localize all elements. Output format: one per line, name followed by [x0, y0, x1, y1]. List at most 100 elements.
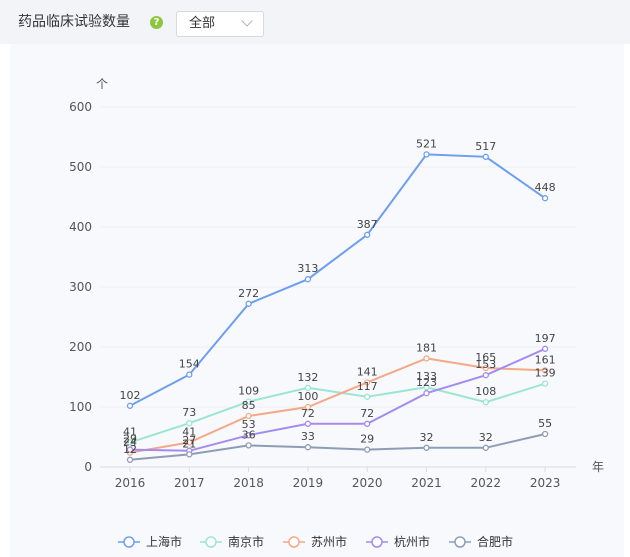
data-label: 139 [535, 367, 556, 380]
filter-select-value: 全部 [189, 16, 216, 31]
series-line [129, 153, 546, 407]
data-label: 132 [297, 371, 318, 384]
legend-marker [288, 536, 300, 548]
y-tick-label: 100 [69, 400, 92, 414]
data-point [482, 153, 489, 160]
data-point [482, 364, 489, 372]
data-label: 181 [416, 341, 437, 354]
data-point [126, 456, 134, 463]
data-point [304, 403, 312, 411]
data-point [541, 367, 549, 374]
data-point [364, 393, 371, 400]
legend-label: 杭州市 [394, 534, 430, 549]
data-point [541, 380, 549, 387]
header-bar: 药品临床试验数量 ? 全部 [0, 0, 630, 44]
data-point [423, 444, 430, 451]
legend-marker [371, 536, 383, 548]
data-label: 29 [123, 433, 137, 446]
data-point [364, 379, 371, 386]
chart-panel: 0 100 200 300 400 500 600 2016 2017 2018 2019 2020 2… [10, 44, 624, 557]
data-label: 109 [238, 385, 259, 398]
data-label: 72 [360, 407, 374, 420]
x-unit-label: 年 [592, 460, 604, 474]
data-point [541, 345, 549, 352]
data-label: 72 [301, 407, 315, 420]
data-point [186, 451, 193, 458]
data-label: 85 [242, 399, 256, 412]
series-line [129, 347, 546, 452]
x-tick-label: 2018 [233, 476, 264, 490]
data-point [541, 195, 549, 202]
x-tick-label: 2022 [471, 476, 502, 490]
data-point [364, 231, 371, 238]
legend-marker [205, 536, 217, 548]
y-tick-label: 300 [69, 280, 92, 294]
x-tick-label: 2016 [115, 476, 146, 490]
data-point [541, 430, 549, 438]
data-point [126, 439, 134, 446]
data-point [245, 442, 252, 449]
legend-label: 上海市 [146, 534, 182, 549]
data-point [245, 432, 252, 439]
data-label: 387 [357, 218, 378, 231]
data-label: 29 [360, 433, 374, 446]
y-unit-label: 个 [96, 77, 108, 91]
data-point [364, 420, 371, 427]
data-label: 521 [416, 137, 437, 150]
data-point [482, 372, 489, 379]
page-title: 药品临床试验数量 [18, 14, 130, 30]
data-point [423, 355, 430, 362]
legend-label: 合肥市 [477, 534, 513, 549]
data-point [482, 444, 489, 451]
data-label: 32 [479, 431, 493, 444]
data-point [304, 276, 312, 283]
data-label: 100 [297, 390, 318, 403]
y-tick-label: 400 [69, 220, 92, 234]
data-label: 53 [242, 418, 256, 431]
data-point [423, 384, 430, 391]
data-label: 197 [535, 332, 556, 345]
legend-label: 苏州市 [311, 534, 347, 549]
data-point [186, 371, 193, 378]
data-label: 32 [420, 431, 434, 444]
legend-marker [454, 536, 466, 548]
series-line [129, 433, 546, 461]
data-point [126, 446, 134, 453]
data-point [364, 446, 371, 453]
data-label: 27 [182, 434, 196, 447]
data-label: 55 [538, 417, 552, 430]
data-label: 36 [242, 428, 256, 441]
legend-marker [123, 536, 135, 548]
data-point [186, 439, 193, 446]
data-label: 41 [123, 425, 137, 438]
filter-select[interactable]: 全部 [176, 11, 264, 37]
data-point [304, 420, 312, 427]
line-chart: 0 100 200 300 400 500 600 2016 2017 2018 2019 2020 2… [69, 77, 604, 549]
data-label: 102 [120, 389, 141, 402]
data-point [423, 151, 430, 158]
data-label: 141 [357, 365, 378, 378]
data-label: 21 [182, 437, 196, 450]
y-tick-label: 500 [69, 160, 92, 174]
x-tick-label: 2023 [530, 476, 561, 490]
data-label: 12 [123, 443, 137, 456]
data-label: 133 [416, 370, 437, 383]
data-point [245, 398, 252, 405]
data-label: 153 [475, 358, 496, 371]
y-tick-label: 0 [84, 460, 92, 474]
y-tick-label: 600 [69, 100, 92, 114]
x-tick-label: 2020 [352, 476, 383, 490]
data-point [304, 384, 312, 391]
data-label: 272 [238, 287, 259, 300]
data-label: 313 [297, 262, 318, 275]
help-icon[interactable]: ? [150, 16, 163, 29]
data-label: 117 [357, 380, 378, 393]
data-point [423, 390, 430, 397]
data-label: 123 [416, 376, 437, 389]
legend-label: 南京市 [228, 534, 264, 549]
x-tick-label: 2017 [174, 476, 205, 490]
series-line [129, 382, 546, 444]
data-point [304, 444, 312, 451]
data-label: 165 [475, 351, 496, 364]
data-point [126, 402, 134, 409]
